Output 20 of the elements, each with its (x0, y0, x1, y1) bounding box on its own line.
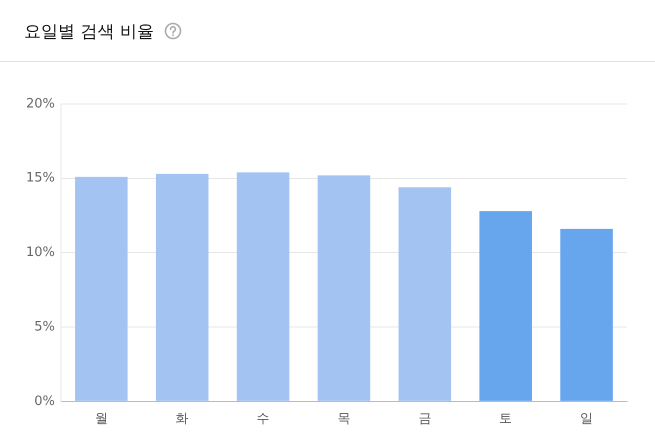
y-tick-label: 10% (26, 245, 55, 260)
x-tick-label: 화 (176, 412, 189, 427)
bar (479, 211, 532, 401)
y-tick-label: 0% (34, 394, 55, 409)
x-tick-label: 수 (256, 412, 270, 427)
x-tick-label: 금 (418, 412, 432, 427)
bar (156, 174, 208, 401)
y-tick-label: 15% (26, 170, 55, 186)
x-tick-label: 일 (580, 412, 594, 427)
bar (560, 228, 613, 401)
y-tick-label: 20% (26, 96, 55, 112)
bar (398, 187, 452, 401)
x-tick-label: 목 (337, 412, 350, 427)
x-tick-label: 토 (499, 412, 512, 427)
y-tick-label: 5% (34, 319, 55, 334)
bar (236, 172, 290, 401)
x-tick-label: 월 (94, 412, 108, 427)
bar (318, 175, 370, 401)
bar (75, 176, 128, 401)
chart-title: 요일별 검색 비율 (24, 21, 154, 43)
